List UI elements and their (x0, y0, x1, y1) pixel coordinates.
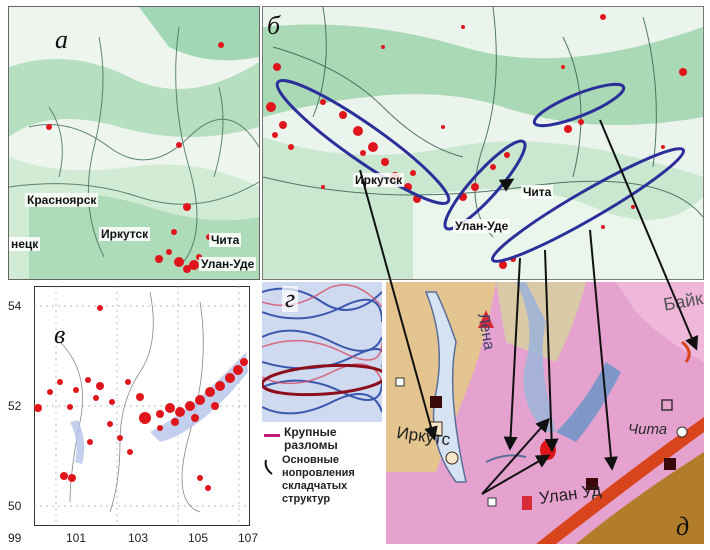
city-label-ulan-ude: Улан-Уде (199, 257, 257, 271)
panel-d-text-chita: Чита (628, 421, 668, 438)
panel-a-map-drawing (9, 7, 259, 279)
y-tick-52: 52 (8, 399, 22, 413)
city-label-ulan-ude-b: Улан-Уде (453, 219, 511, 233)
panel-b-map: б Иркутск Чита Улан-Уде (262, 6, 704, 280)
x-tick-101: 101 (66, 531, 87, 545)
panel-b-label: б (267, 11, 281, 40)
panel-v-seismic-dots (34, 305, 248, 491)
legend-faults-swatch (264, 434, 280, 437)
legend-fold-label: Основные нопровления складчатых структур (282, 454, 355, 505)
panel-d-triangle-marker (478, 310, 494, 328)
panel-g-image: г (262, 282, 382, 422)
x-tick-103: 103 (128, 531, 149, 545)
panel-d-label: д (676, 512, 690, 541)
panel-a-map: а Красноярск Иркутск Чита Улан-Уде нецк (8, 6, 260, 280)
city-label-chita: Чита (209, 233, 242, 247)
panel-d-map: Лена Байкал Иркутс Чита Улан Уд д (386, 282, 704, 544)
city-label-irkutsk-b: Иркутск (353, 173, 405, 187)
y-tick-50: 50 (8, 499, 22, 513)
panel-d-square-marker-dark (430, 396, 442, 408)
city-label-krasnoyarsk: Красноярск (25, 193, 99, 207)
legend: Крупные разломы Основные нопровления скл… (262, 424, 392, 505)
legend-fold-swatch (264, 459, 273, 475)
panel-v-plot: в 54 52 50 99 101 103 105 107 (0, 282, 262, 550)
panel-b-map-drawing (263, 7, 703, 279)
panel-a-label: а (55, 25, 68, 54)
panel-b-seismic-dots (266, 14, 687, 269)
legend-faults-label: Крупные разломы (284, 425, 338, 452)
panel-v-label: в (54, 320, 66, 349)
x-tick-107: 107 (238, 531, 259, 545)
panel-d-red-marker (540, 440, 556, 460)
panel-g-label: г (282, 286, 299, 312)
city-label-irkutsk: Иркутск (99, 227, 151, 241)
x-tick-99: 99 (8, 531, 22, 545)
city-label-partial-left: нецк (9, 237, 41, 251)
y-tick-54: 54 (8, 299, 22, 313)
panel-v-drawing (34, 286, 248, 524)
panel-g-drawing (262, 284, 382, 415)
x-tick-105: 105 (188, 531, 209, 545)
city-label-chita-b: Чита (521, 185, 554, 199)
